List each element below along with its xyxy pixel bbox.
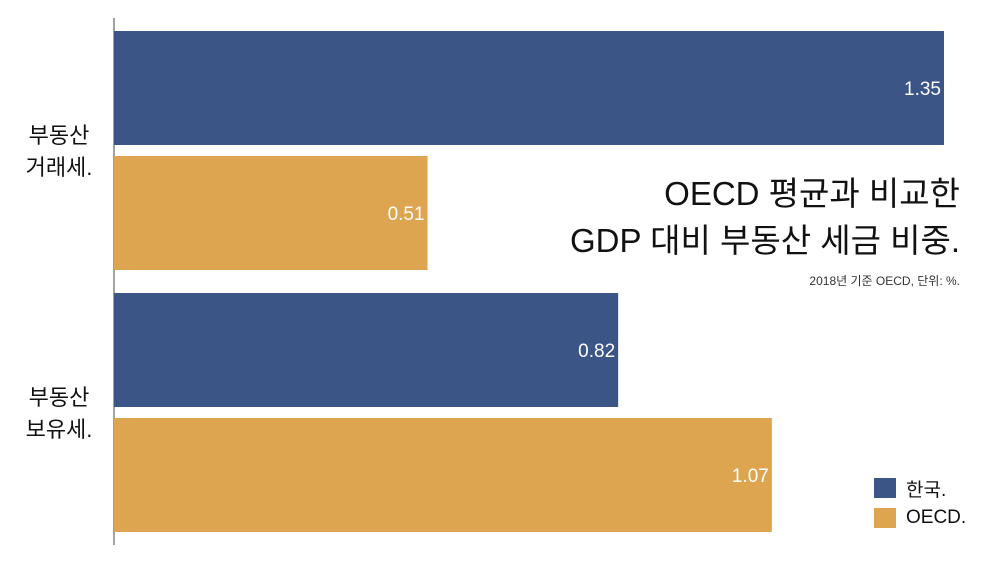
chart-subtitle: 2018년 기준 OECD, 단위: %. <box>809 274 960 288</box>
category-label-transaction-tax: 부동산 거래세. <box>14 120 104 184</box>
bar-korea-0 <box>114 31 944 145</box>
category-label-line: 부동산 <box>28 385 90 410</box>
bar-value-label-oecd-1: 1.07 <box>732 466 769 487</box>
bars-group: 1.35 0.51 0.82 1.07 <box>114 31 944 532</box>
legend-label-korea: 한국. <box>906 479 947 501</box>
bar-value-label-oecd-0: 0.51 <box>388 204 425 225</box>
legend: 한국. OECD. <box>874 474 966 534</box>
legend-item-korea: 한국. <box>874 474 966 502</box>
chart-title: OECD 평균과 비교한 GDP 대비 부동산 세금 비중. <box>570 170 960 264</box>
legend-swatch-oecd <box>874 508 896 528</box>
bar-korea-1 <box>114 293 619 407</box>
legend-swatch-korea <box>874 478 896 498</box>
bar-oecd-0 <box>114 156 428 270</box>
chart-title-line-1: OECD 평균과 비교한 <box>664 175 960 212</box>
category-label-line: 거래세. <box>25 155 93 180</box>
bar-value-label-korea-1: 0.82 <box>578 341 615 362</box>
legend-label-oecd: OECD. <box>906 507 967 528</box>
legend-item-oecd: OECD. <box>874 504 966 532</box>
bar-value-label-korea-0: 1.35 <box>904 79 941 100</box>
bar-oecd-1 <box>114 418 772 532</box>
category-label-holding-tax: 부동산 보유세. <box>14 382 104 446</box>
category-label-line: 보유세. <box>25 417 93 442</box>
chart-title-line-2: GDP 대비 부동산 세금 비중. <box>570 222 960 259</box>
category-label-line: 부동산 <box>28 123 90 148</box>
